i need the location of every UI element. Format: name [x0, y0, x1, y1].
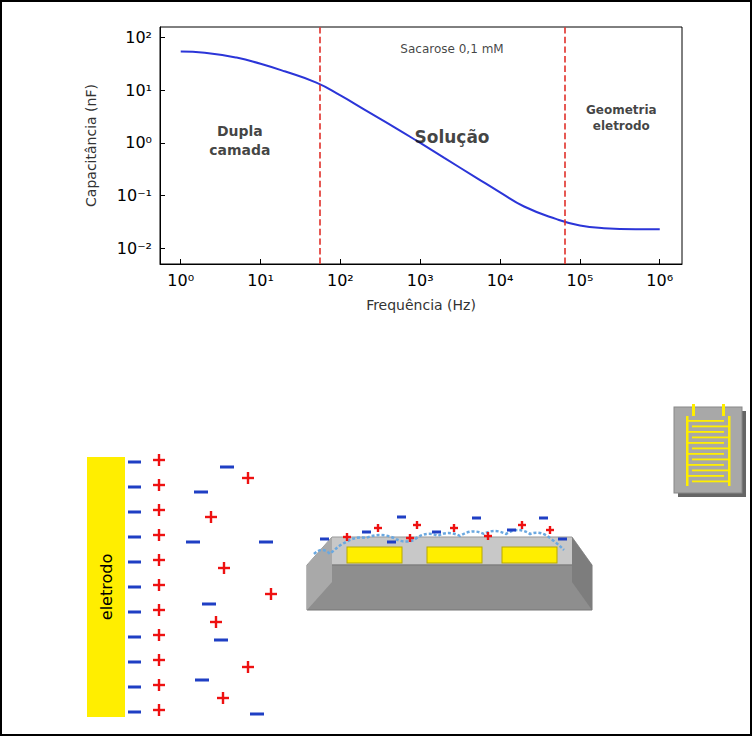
svg-text:10²: 10²: [327, 271, 354, 290]
svg-text:camada: camada: [209, 142, 270, 158]
svg-text:10⁴: 10⁴: [487, 271, 514, 290]
svg-text:10¹: 10¹: [125, 81, 152, 100]
svg-text:10²: 10²: [125, 28, 152, 47]
svg-text:Capacitância (nF): Capacitância (nF): [83, 84, 99, 207]
svg-text:10⁰: 10⁰: [125, 133, 152, 152]
svg-text:10³: 10³: [407, 271, 434, 290]
svg-text:10⁵: 10⁵: [567, 271, 594, 290]
svg-text:Dupla: Dupla: [217, 123, 263, 139]
svg-text:Solução: Solução: [414, 127, 489, 147]
svg-text:eletrodo: eletrodo: [97, 554, 116, 620]
svg-text:10¹: 10¹: [247, 271, 274, 290]
svg-text:10⁻¹: 10⁻¹: [117, 186, 152, 205]
svg-text:10⁰: 10⁰: [167, 271, 194, 290]
svg-text:eletrodo: eletrodo: [593, 119, 650, 133]
svg-text:Frequência (Hz): Frequência (Hz): [366, 297, 476, 313]
svg-text:Sacarose 0,1 mM: Sacarose 0,1 mM: [400, 42, 503, 56]
svg-text:10⁶: 10⁶: [646, 271, 673, 290]
svg-text:10⁻²: 10⁻²: [117, 239, 152, 258]
svg-text:Geometria: Geometria: [586, 103, 657, 117]
